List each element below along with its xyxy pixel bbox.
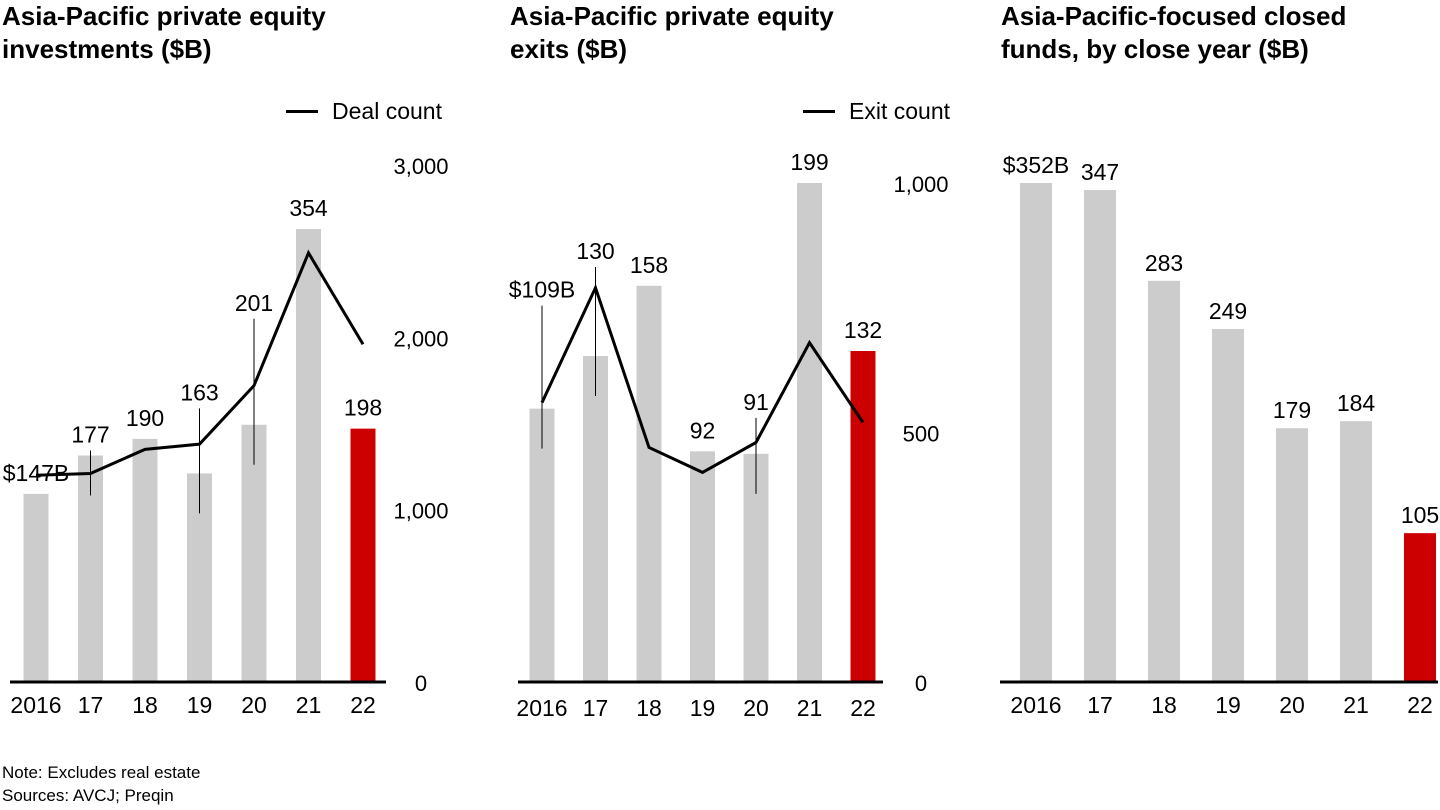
funds-bar-19 [1212, 329, 1244, 682]
exits-x-tick-label-17: 17 [583, 695, 609, 721]
funds-value-label-19: 249 [1209, 298, 1247, 324]
exits-x-tick-label-21: 21 [797, 695, 823, 721]
funds-bar-17 [1084, 190, 1116, 682]
investments-chart-title: Asia-Pacific private equity investments … [2, 1, 326, 64]
funds-x-tick-label-18: 18 [1151, 692, 1177, 718]
investments-bar-2016 [23, 493, 49, 682]
funds-bar-2016 [1020, 183, 1052, 682]
funds-x-tick-label-20: 20 [1279, 692, 1305, 718]
exits-bar-21 [797, 183, 822, 682]
exits-value-label-2016: $109B [509, 277, 576, 303]
investments-x-tick-label-18: 18 [132, 692, 158, 718]
exits-right-axis-tick-label: 500 [903, 422, 940, 447]
investments-right-axis-tick-label: 3,000 [393, 154, 448, 179]
deal-count-legend-label: Deal count [332, 98, 442, 124]
investments-bar-18 [132, 438, 158, 682]
exit-count-legend: Exit count [803, 98, 950, 125]
exits-value-label-18: 158 [630, 252, 668, 278]
investments-x-tick-label-17: 17 [78, 692, 104, 718]
exits-x-tick-label-20: 20 [743, 695, 769, 721]
investments-right-axis-tick-label: 0 [415, 671, 427, 696]
exits-x-tick-label-19: 19 [690, 695, 716, 721]
funds-value-label-2016: $352B [1003, 152, 1070, 178]
footnote-note: Note: Excludes real estate [2, 763, 201, 782]
exits-bar-18 [636, 285, 662, 682]
line-legend-swatch [803, 110, 835, 113]
funds-x-tick-label-21: 21 [1343, 692, 1369, 718]
exits-right-axis-tick-label: 1,000 [893, 172, 948, 197]
investments-right-axis-tick-label: 2,000 [393, 326, 448, 351]
exits-bar-17 [583, 356, 608, 682]
funds-bar-20 [1276, 428, 1308, 682]
funds-bar-22 [1404, 533, 1436, 682]
exits-bar-19 [690, 451, 715, 682]
exits-x-tick-label-18: 18 [636, 695, 662, 721]
funds-value-label-18: 283 [1145, 250, 1183, 276]
investments-value-label-2016: $147B [3, 460, 70, 486]
closed-funds-chart-title: Asia-Pacific-focused closed funds, by cl… [1001, 1, 1347, 64]
funds-value-label-22: 105 [1401, 502, 1439, 528]
funds-value-label-17: 347 [1081, 159, 1119, 185]
funds-x-tick-label-17: 17 [1087, 692, 1113, 718]
investments-value-label-18: 190 [126, 405, 164, 431]
investments-value-label-20: 201 [235, 290, 273, 316]
investments-x-tick-label-22: 22 [350, 692, 376, 718]
charts-canvas: 01,0002,0003,000$147B1771901632013541982… [3, 149, 1439, 721]
exits-value-label-22: 132 [844, 317, 882, 343]
exits-value-label-20: 91 [743, 389, 769, 415]
exits-value-label-19: 92 [690, 417, 716, 443]
exits-value-label-17: 130 [576, 238, 614, 264]
exits-value-label-21: 199 [790, 149, 828, 175]
investments-value-label-17: 177 [71, 422, 109, 448]
investments-bar-22 [350, 428, 376, 682]
funds-value-label-20: 179 [1273, 397, 1311, 423]
exits-x-tick-label-2016: 2016 [516, 695, 567, 721]
investments-x-tick-label-2016: 2016 [10, 692, 61, 718]
exits-x-tick-label-22: 22 [850, 695, 876, 721]
funds-x-tick-label-2016: 2016 [1010, 692, 1061, 718]
investments-value-label-19: 163 [180, 379, 218, 405]
investments-x-tick-label-20: 20 [241, 692, 267, 718]
funds-value-label-21: 184 [1337, 390, 1376, 416]
footnote-sources: Sources: AVCJ; Preqin [2, 786, 174, 805]
investments-right-axis-tick-label: 1,000 [393, 499, 448, 524]
investments-bar-21 [296, 229, 321, 682]
exits-bar-2016 [529, 408, 555, 682]
line-legend-swatch [286, 110, 318, 113]
funds-x-tick-label-19: 19 [1215, 692, 1241, 718]
funds-bar-18 [1148, 280, 1180, 682]
funds-x-tick-label-22: 22 [1407, 692, 1433, 718]
investments-x-tick-label-21: 21 [296, 692, 322, 718]
funds-bar-21 [1340, 421, 1372, 682]
exits-chart-title: Asia-Pacific private equity exits ($B) [510, 1, 834, 64]
exit-count-legend-label: Exit count [849, 98, 950, 124]
deal-count-legend: Deal count [286, 98, 442, 125]
investments-value-label-22: 198 [344, 395, 382, 421]
exits-right-axis-tick-label: 0 [915, 671, 927, 696]
investments-value-label-21: 354 [289, 195, 328, 221]
investments-x-tick-label-19: 19 [187, 692, 213, 718]
investments-bar-20 [241, 424, 267, 682]
exits-bar-22 [850, 351, 876, 682]
